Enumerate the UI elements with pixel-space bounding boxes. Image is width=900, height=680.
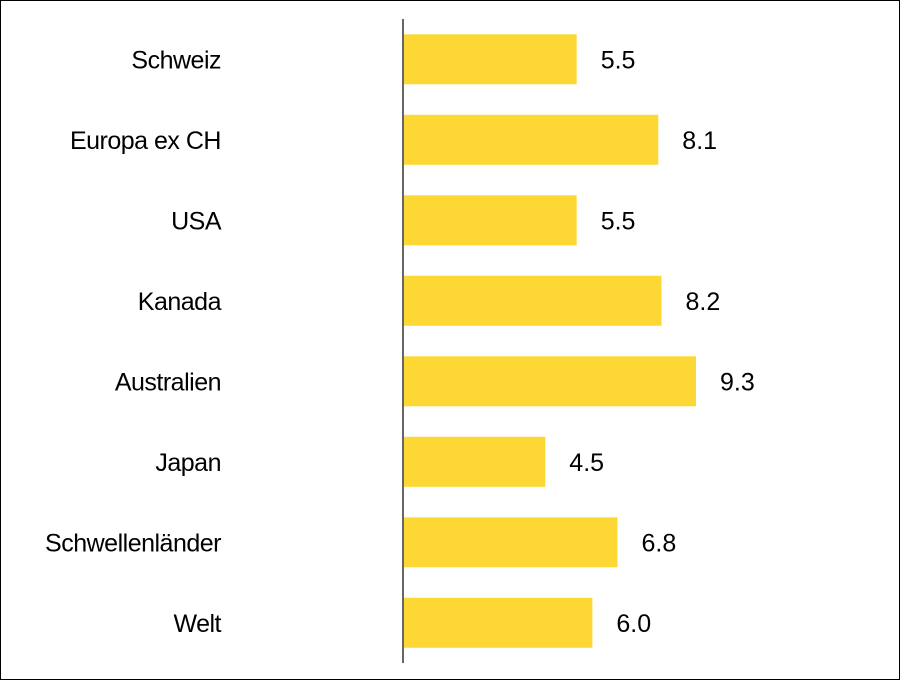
category-label-1: Europa ex CH — [70, 127, 221, 155]
value-label-5: 4.5 — [569, 449, 604, 477]
category-label-0: Schweiz — [131, 46, 221, 74]
category-label-3: Kanada — [138, 288, 222, 316]
bar-7 — [404, 597, 593, 648]
value-label-6: 6.8 — [642, 529, 677, 557]
bar-5 — [404, 436, 546, 487]
bar-0 — [404, 34, 577, 85]
category-label-4: Australien — [115, 368, 221, 396]
value-label-4: 9.3 — [720, 368, 755, 396]
value-label-7: 6.0 — [616, 610, 651, 638]
category-label-6: Schwellenländer — [45, 529, 221, 557]
category-label-7: Welt — [173, 610, 221, 638]
bar-3 — [404, 275, 662, 326]
bar-1 — [404, 114, 659, 165]
bars-layer — [404, 34, 696, 648]
value-label-3: 8.2 — [686, 288, 721, 316]
bar-6 — [404, 517, 618, 568]
value-label-1: 8.1 — [682, 127, 717, 155]
value-label-2: 5.5 — [601, 207, 636, 235]
category-label-2: USA — [171, 207, 222, 235]
bar-4 — [404, 356, 696, 407]
category-label-5: Japan — [155, 449, 221, 477]
value-label-0: 5.5 — [601, 46, 636, 74]
bar-2 — [404, 195, 577, 246]
labels-layer: Schweiz 5.5 Europa ex CH 8.1 USA 5.5 Kanada 8.2… — [45, 46, 755, 638]
